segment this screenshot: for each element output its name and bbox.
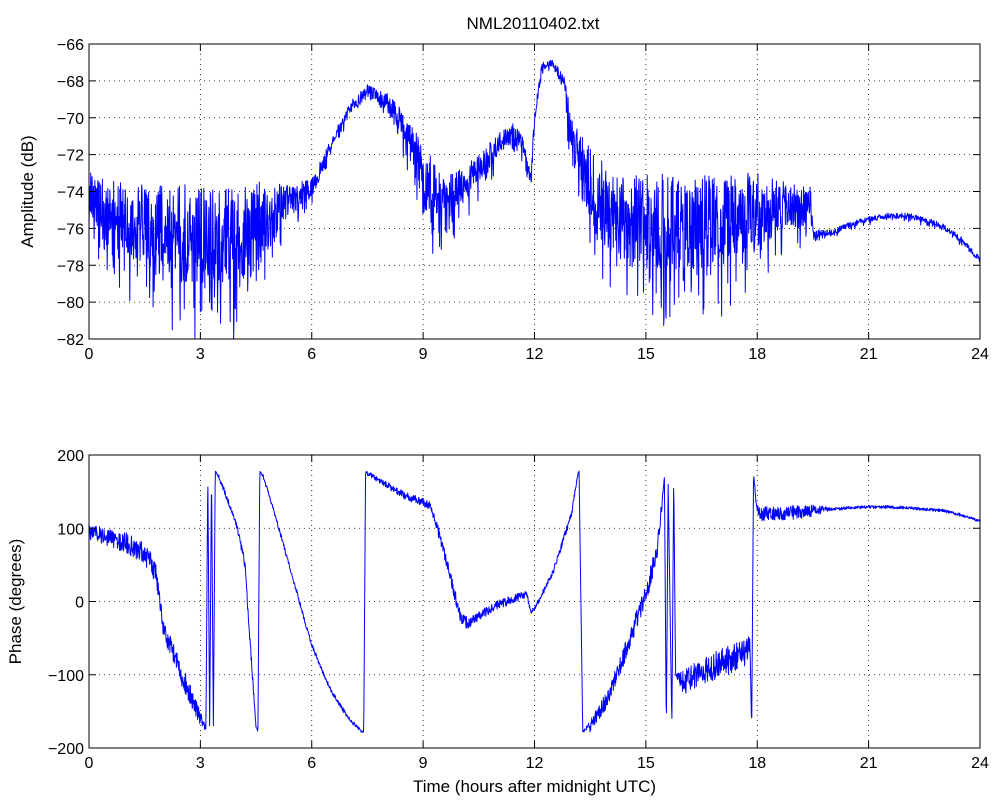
amplitude-ytick-label: −74: [57, 185, 84, 202]
amplitude-ytick-label: −70: [57, 111, 84, 128]
phase-y-axis-label: Phase (degrees): [6, 539, 25, 665]
amplitude-ytick-label: −82: [57, 332, 84, 349]
amplitude-xtick-label: 21: [860, 346, 878, 363]
amplitude-xtick-label: 0: [85, 346, 94, 363]
phase-ytick-label: −100: [48, 668, 84, 685]
phase-xtick-label: 0: [85, 755, 94, 772]
phase-xtick-label: 24: [971, 755, 989, 772]
figure-title: NML20110402.txt: [467, 14, 600, 33]
phase-xtick-label: 3: [196, 755, 205, 772]
amplitude-xtick-label: 18: [748, 346, 766, 363]
phase-ytick-label: 100: [57, 521, 84, 538]
amplitude-ytick-label: −76: [57, 221, 84, 238]
amplitude-xtick-labels: 0 3 6 9 12 15 18 21 24: [85, 346, 989, 363]
amplitude-ytick-label: −80: [57, 295, 84, 312]
amplitude-plot: 0 3 6 9 12 15 18 21 24 −82−80−78−76−74−72−70−68−…: [18, 37, 989, 363]
phase-xtick-labels: 0 3 6 9 12 15 18 21 24: [85, 755, 989, 772]
phase-ytick-label: 0: [75, 595, 84, 612]
phase-line-series-0: [88, 470, 981, 733]
phase-series: [88, 470, 981, 733]
phase-xtick-label: 9: [419, 755, 428, 772]
phase-x-axis-label: Time (hours after midnight UTC): [413, 777, 656, 796]
amplitude-ytick-label: −66: [57, 37, 84, 54]
amplitude-line-series-0: [88, 59, 981, 340]
phase-grid: [89, 455, 980, 748]
phase-xtick-label: 18: [748, 755, 766, 772]
phase-ytick-labels: −200 −100 0 100 200: [48, 448, 84, 758]
amplitude-xtick-label: 15: [637, 346, 655, 363]
phase-plot: 0 3 6 9 12 15 18 21 24 −200 −100 0 100 200 Phase (de…: [6, 448, 989, 796]
phase-ytick-label: 200: [57, 448, 84, 465]
amplitude-ytick-label: −68: [57, 74, 84, 91]
amplitude-series: [88, 59, 981, 340]
amplitude-ytick-label: −72: [57, 148, 84, 165]
phase-xtick-label: 15: [637, 755, 655, 772]
amplitude-ticks: [88, 43, 981, 340]
amplitude-xtick-label: 9: [419, 346, 428, 363]
amplitude-xtick-label: 3: [196, 346, 205, 363]
amplitude-ytick-label: −78: [57, 258, 84, 275]
amplitude-xtick-label: 24: [971, 346, 989, 363]
amplitude-xtick-label: 12: [526, 346, 544, 363]
phase-ytick-label: −200: [48, 741, 84, 758]
amplitude-xtick-label: 6: [307, 346, 316, 363]
phase-xtick-label: 12: [526, 755, 544, 772]
phase-ticks: [88, 454, 981, 749]
amplitude-y-axis-label: Amplitude (dB): [18, 135, 37, 247]
amplitude-ytick-labels: −82 −80 −78 −76 −74 −72 −70 −68 −66: [57, 37, 84, 349]
phase-xtick-label: 21: [860, 755, 878, 772]
phase-xtick-label: 6: [307, 755, 316, 772]
